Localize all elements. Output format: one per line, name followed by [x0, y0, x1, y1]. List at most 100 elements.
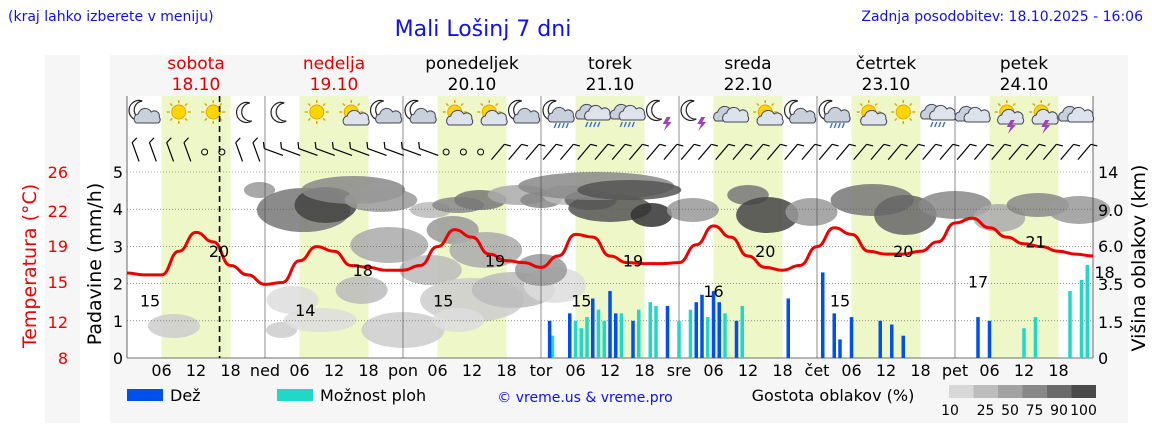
- barb-flag: [573, 143, 580, 147]
- day-name: sobota: [167, 54, 225, 74]
- rain-drop: [623, 121, 627, 128]
- barb-shaft: [1077, 143, 1092, 161]
- temperature-label: 19: [623, 252, 643, 271]
- calm-circle: [477, 148, 485, 156]
- cloud-height-tick-label: 6.0: [1098, 237, 1123, 256]
- wind-barb: [542, 143, 563, 161]
- barb-shaft: [973, 143, 988, 161]
- cloud-height-tick-label: 3.5: [1098, 275, 1123, 294]
- sun-disc: [205, 104, 221, 120]
- barb-shaft: [315, 148, 335, 156]
- sun-ray: [495, 102, 499, 107]
- rain-drop: [589, 121, 593, 128]
- wind-barb: [148, 137, 157, 162]
- x-tick-label: 06: [151, 361, 171, 380]
- barb-flag: [538, 143, 546, 147]
- wind-barb: [366, 141, 387, 156]
- wind-barb: [1077, 143, 1098, 161]
- calm-circle: [218, 148, 226, 156]
- wind-barb: [1042, 143, 1063, 161]
- cloud-height-tick-label: 1.5: [1098, 313, 1123, 332]
- rain-drop: [934, 121, 938, 128]
- cloud-patch: [399, 255, 462, 285]
- sun-cloud-icon: [477, 100, 508, 126]
- wind-barb: [939, 143, 960, 161]
- moon-crescent: [235, 101, 253, 124]
- temperature-label: 15: [571, 291, 591, 310]
- location-menu-note[interactable]: (kraj lahko izberete v meniju): [8, 9, 214, 25]
- barb-shaft: [594, 143, 609, 161]
- x-tick-label: 18: [358, 361, 378, 380]
- day-name: petek: [1000, 54, 1048, 74]
- sun-ray: [169, 117, 173, 122]
- cloud-shape: [756, 109, 784, 126]
- barb-shaft: [384, 148, 404, 156]
- barb-shaft: [367, 148, 387, 156]
- moon-storm-icon: [645, 99, 672, 131]
- cloud-patch: [736, 197, 799, 233]
- temperature-labels: 15 20 14 18 15 19 15 19 16 20 15 20 17 21 18: [140, 233, 1115, 320]
- barb-shaft: [939, 143, 954, 161]
- rain-bar: [832, 313, 836, 358]
- day-name: torek: [588, 54, 632, 74]
- temperature-label: 18: [1094, 263, 1114, 282]
- barb-flag: [883, 143, 891, 147]
- showers-bar: [573, 320, 578, 358]
- barb-shaft: [801, 143, 816, 161]
- sun-ray: [1047, 102, 1051, 107]
- temperature-label: 21: [1025, 233, 1045, 252]
- wind-barb: [628, 143, 649, 161]
- wind-barb: [1008, 143, 1029, 161]
- moon-cloud-icon: [369, 99, 403, 124]
- cloud-patch: [577, 180, 682, 200]
- barb-shaft: [235, 142, 244, 162]
- last-updated: Zadnja posodobitev: 18.10.2025 - 16:06: [861, 9, 1143, 25]
- density-step-label: 25: [977, 403, 995, 419]
- moon-rain-icon: [542, 99, 575, 129]
- temp-tick-label: 26: [48, 163, 68, 182]
- rain-bar: [987, 320, 992, 358]
- x-tick-label: 06: [565, 361, 585, 380]
- calm-circle: [442, 148, 450, 156]
- wind-barb: [922, 143, 943, 161]
- wind-barb: [973, 143, 994, 161]
- barb-flag: [607, 143, 615, 147]
- wind-barb: [201, 148, 209, 156]
- barb-shaft: [956, 143, 971, 161]
- cloud-patch: [1048, 196, 1111, 224]
- day-date: 20.10: [448, 75, 497, 95]
- moon-icon: [270, 101, 287, 124]
- sun-ray: [184, 102, 188, 107]
- sun-ray: [307, 117, 311, 122]
- density-swatch: [1071, 385, 1096, 398]
- cloud-shape: [446, 109, 474, 126]
- rain-bar: [734, 320, 739, 358]
- sun-ray: [322, 102, 326, 107]
- rain-bar: [717, 302, 721, 358]
- rain-bar: [838, 339, 842, 358]
- density-swatch: [949, 385, 974, 398]
- wind-barb: [525, 143, 546, 161]
- showers-bar: [688, 309, 693, 358]
- cloud-patch: [666, 198, 719, 222]
- temperature-label: 20: [893, 242, 913, 261]
- sun-ray: [307, 102, 311, 107]
- sun-storm-icon: [994, 100, 1025, 134]
- rain-bar: [665, 305, 670, 358]
- sun-disc: [171, 104, 187, 120]
- day-date: 21.10: [586, 75, 635, 95]
- cloud-density-layer: [147, 172, 1111, 348]
- rain-bar: [890, 324, 894, 358]
- barb-shaft: [663, 143, 678, 161]
- density-step-label: 100: [1070, 403, 1097, 419]
- day-date: 22.10: [724, 75, 773, 95]
- wind-barb: [1025, 143, 1046, 161]
- wind-barb: [732, 143, 753, 161]
- density-step-label: 10: [941, 403, 959, 419]
- barb-flag: [780, 143, 787, 147]
- cloud-density-legend-title: Gostota oblakov (%): [752, 386, 915, 405]
- rain-bar: [591, 298, 595, 358]
- copyright-link[interactable]: © vreme.us & vreme.pro: [497, 390, 672, 406]
- barb-flag: [935, 143, 943, 147]
- barb-flag: [418, 141, 421, 149]
